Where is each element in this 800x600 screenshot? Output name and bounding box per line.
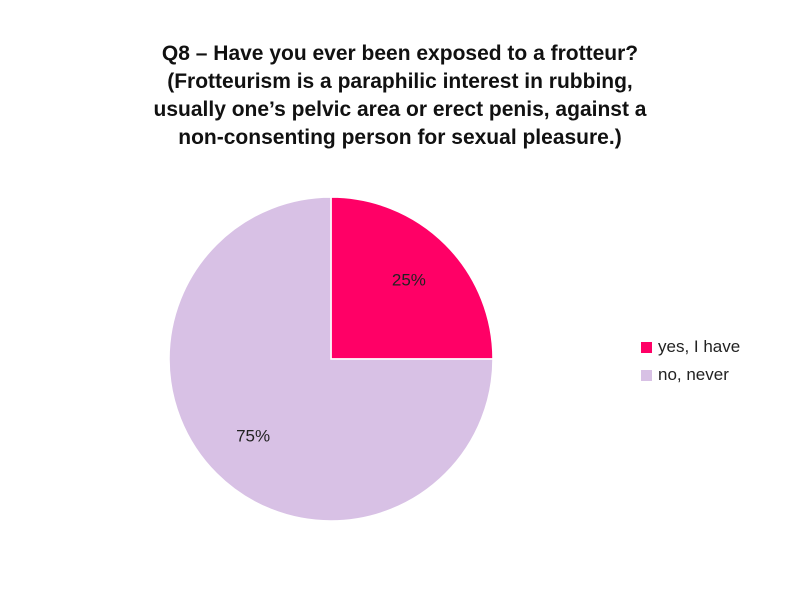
chart-title-line: (Frotteurism is a paraphilic interest in… bbox=[167, 70, 633, 93]
pie-slice-yes bbox=[330, 196, 494, 360]
legend-item-no: no, never bbox=[641, 362, 740, 388]
legend-swatch-yes bbox=[641, 341, 652, 353]
pie-slice-no bbox=[168, 196, 494, 522]
legend-label-yes: yes, I have bbox=[658, 337, 741, 356]
chart-title-line: Q8 – Have you ever been exposed to a fro… bbox=[161, 42, 639, 65]
chart-title-line: usually one’s pelvic area or erect penis… bbox=[153, 98, 647, 121]
chart-title: Q8 – Have you ever been exposed to a fro… bbox=[0, 40, 800, 152]
legend-item-yes: yes, I have bbox=[641, 334, 740, 360]
slice-label-yes: 25% bbox=[392, 271, 426, 290]
legend-swatch-no bbox=[641, 369, 652, 381]
chart-title-line: non-consenting person for sexual pleasur… bbox=[178, 126, 622, 149]
slice-label-no: 75% bbox=[236, 426, 270, 445]
legend-label-no: no, never bbox=[658, 365, 729, 384]
chart-legend: yes, I have no, never bbox=[641, 334, 740, 390]
